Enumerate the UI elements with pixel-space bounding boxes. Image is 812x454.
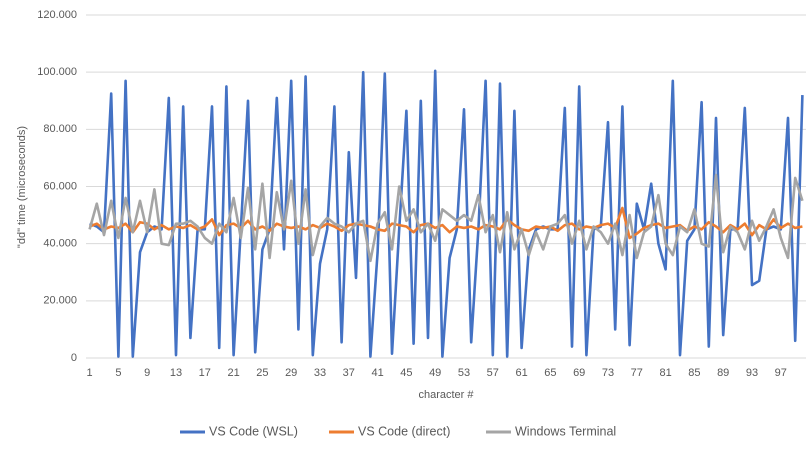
x-tick-label: 9 bbox=[144, 367, 150, 379]
x-tick-label: 1 bbox=[87, 367, 93, 379]
x-tick-label: 25 bbox=[256, 367, 268, 379]
x-tick-label: 37 bbox=[343, 367, 355, 379]
y-tick-label: 120.000 bbox=[37, 9, 77, 21]
x-tick-label: 17 bbox=[199, 367, 211, 379]
series-line bbox=[88, 173, 804, 263]
x-tick-label: 45 bbox=[400, 367, 412, 379]
x-tick-label: 57 bbox=[487, 367, 499, 379]
y-axis-label: "dd" time (microseconds) bbox=[16, 126, 28, 248]
x-tick-label: 69 bbox=[573, 367, 585, 379]
y-tick-label: 80.000 bbox=[43, 123, 77, 135]
x-tick-label: 89 bbox=[717, 367, 729, 379]
y-tick-label: 0 bbox=[71, 352, 77, 364]
x-tick-label: 97 bbox=[775, 367, 787, 379]
x-tick-label: 49 bbox=[429, 367, 441, 379]
x-tick-label: 77 bbox=[631, 367, 643, 379]
legend-label: Windows Terminal bbox=[515, 424, 616, 438]
x-tick-label: 73 bbox=[602, 367, 614, 379]
legend-label: VS Code (WSL) bbox=[209, 424, 298, 438]
x-tick-label: 85 bbox=[688, 367, 700, 379]
x-tick-label: 81 bbox=[659, 367, 671, 379]
x-axis-label: character # bbox=[418, 389, 474, 401]
x-tick-label: 61 bbox=[515, 367, 527, 379]
x-tick-label: 53 bbox=[458, 367, 470, 379]
y-tick-label: 100.000 bbox=[37, 66, 77, 78]
x-tick-label: 5 bbox=[115, 367, 121, 379]
legend-label: VS Code (direct) bbox=[358, 424, 450, 438]
x-tick-label: 21 bbox=[227, 367, 239, 379]
x-tick-label: 65 bbox=[544, 367, 556, 379]
y-tick-label: 20.000 bbox=[43, 295, 77, 307]
series-line bbox=[89, 69, 804, 358]
x-tick-label: 41 bbox=[371, 367, 383, 379]
x-tick-label: 29 bbox=[285, 367, 297, 379]
y-tick-label: 60.000 bbox=[43, 180, 77, 192]
x-tick-label: 33 bbox=[314, 367, 326, 379]
x-tick-label: 93 bbox=[746, 367, 758, 379]
x-tick-label: 13 bbox=[170, 367, 182, 379]
y-tick-label: 40.000 bbox=[43, 238, 77, 250]
